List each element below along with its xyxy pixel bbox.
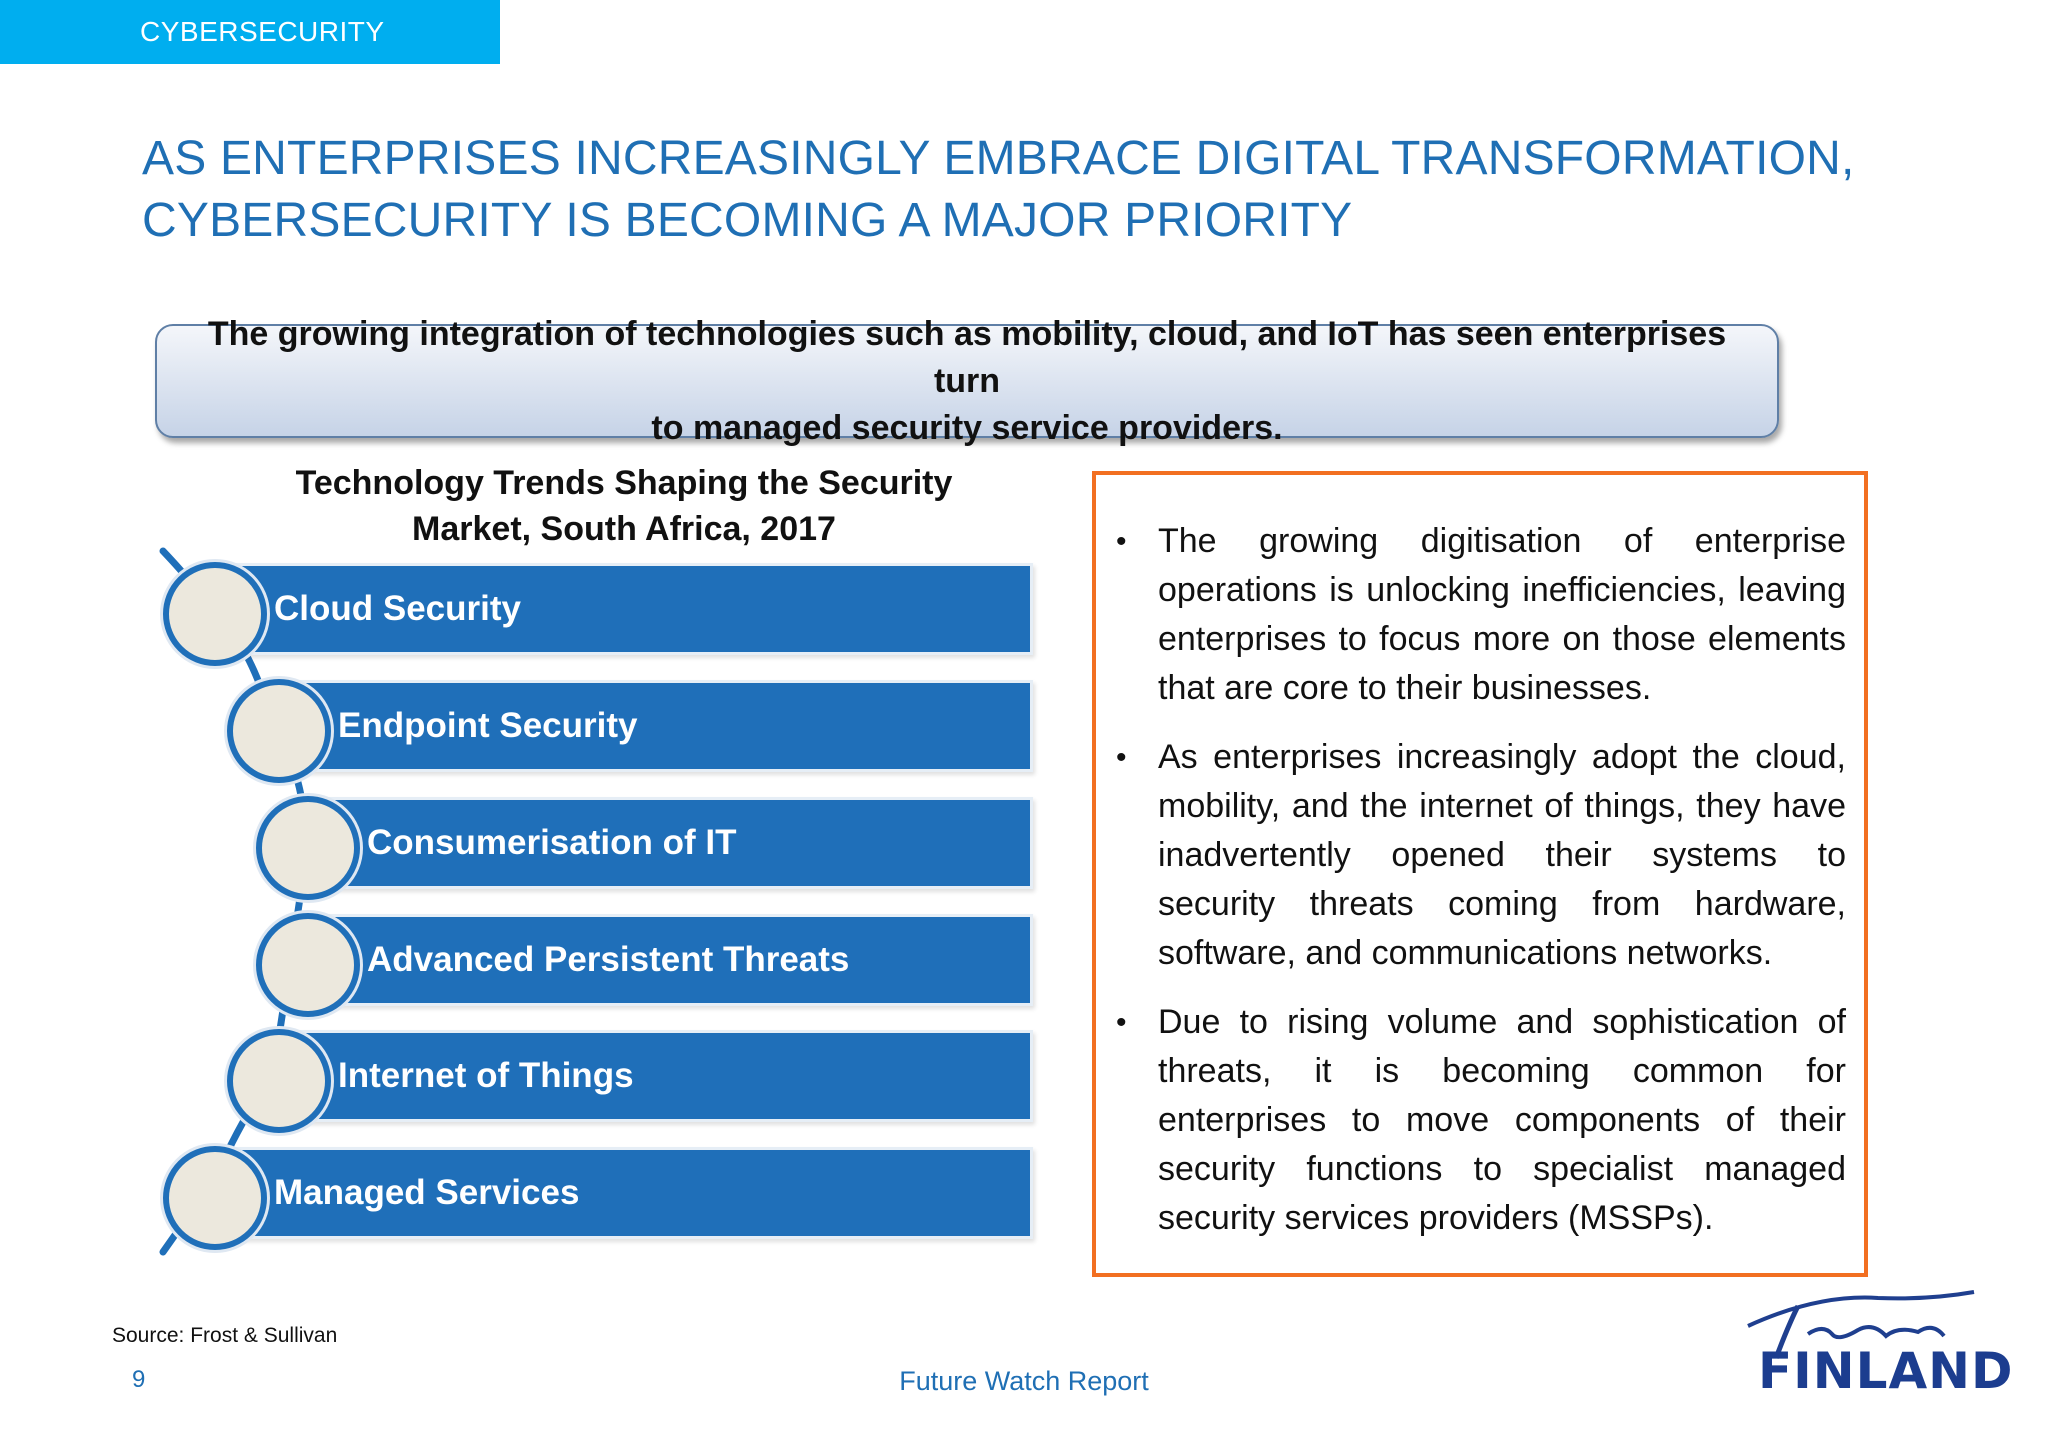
logo-wordmark: FINLAND: [1758, 1342, 2014, 1400]
trend-bar: Advanced Persistent Threats: [309, 917, 1030, 1003]
bullet-box: The growing digitisation of enterprise o…: [1092, 471, 1868, 1277]
trend-bar: Consumerisation of IT: [309, 800, 1030, 886]
diagram-title: Technology Trends Shaping the Security M…: [240, 460, 1008, 552]
bullet-item: The growing digitisation of enterprise o…: [1114, 517, 1846, 713]
bullet-list: The growing digitisation of enterprise o…: [1114, 517, 1846, 1243]
page-number: 9: [132, 1366, 146, 1393]
trend-circle: [163, 562, 267, 666]
bullet-item: As enterprises increasingly adopt the cl…: [1114, 733, 1846, 978]
team-finland-logo: FINLAND: [1728, 1286, 2013, 1406]
title-line-2: CYBERSECURITY IS BECOMING A MAJOR PRIORI…: [142, 194, 1353, 247]
trend-bar: Cloud Security: [216, 566, 1030, 652]
page-title: AS ENTERPRISES INCREASINGLY EMBRACE DIGI…: [142, 128, 1942, 252]
diagram-title-line-2: Market, South Africa, 2017: [412, 510, 836, 548]
source-note: Source: Frost & Sullivan: [112, 1324, 338, 1347]
trend-circle: [227, 679, 331, 783]
trend-circle: [256, 913, 360, 1017]
logo-swoosh: [1747, 1290, 1975, 1359]
trend-bar: Endpoint Security: [280, 683, 1030, 769]
bullet-item: Due to rising volume and sophistication …: [1114, 998, 1846, 1243]
trend-bar: Internet of Things: [280, 1033, 1030, 1119]
footer-title: Future Watch Report: [899, 1366, 1149, 1396]
trend-circle: [163, 1146, 267, 1250]
trend-circle: [227, 1029, 331, 1133]
trend-bar: Managed Services: [216, 1150, 1030, 1236]
diagram-title-line-1: Technology Trends Shaping the Security: [295, 464, 953, 502]
trend-circle: [256, 796, 360, 900]
section-tag: CYBERSECURITY: [0, 0, 500, 64]
callout-line-1: The growing integration of technologies …: [207, 314, 1727, 400]
key-message-callout: The growing integration of technologies …: [155, 315, 1779, 447]
callout-line-2: to managed security service providers.: [651, 408, 1283, 447]
title-line-1: AS ENTERPRISES INCREASINGLY EMBRACE DIGI…: [142, 132, 1855, 185]
